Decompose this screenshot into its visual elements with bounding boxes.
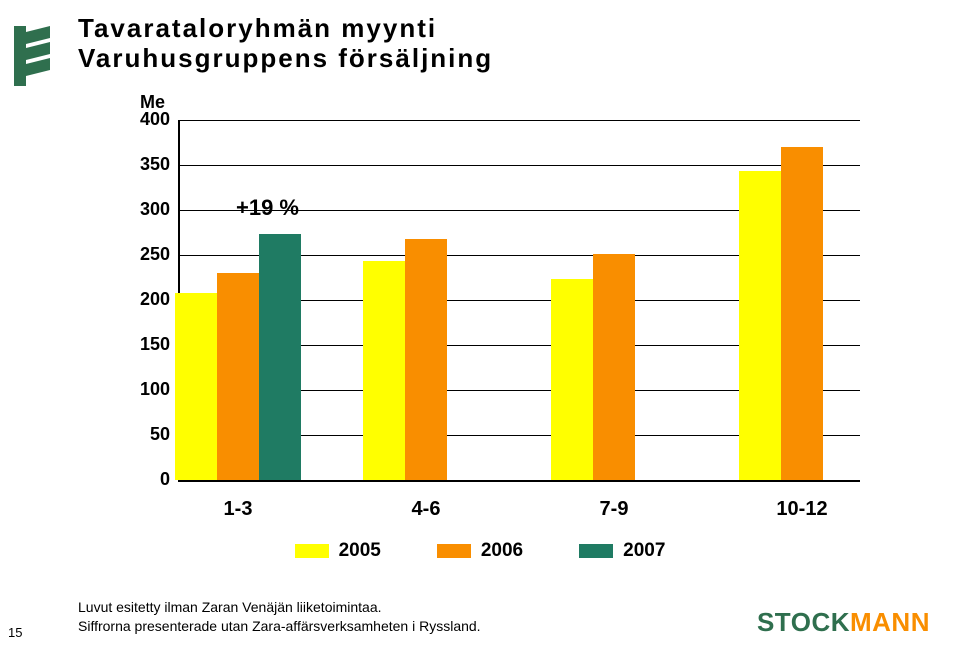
logo-mark bbox=[14, 26, 54, 91]
grid-line bbox=[180, 120, 860, 121]
footnote-line-1: Luvut esitetty ilman Zaran Venäjän liike… bbox=[78, 598, 481, 617]
legend-item: 2006 bbox=[437, 540, 523, 562]
bar bbox=[259, 234, 301, 480]
title-line-2: Varuhusgruppens försäljning bbox=[78, 44, 493, 74]
y-tick-label: 100 bbox=[80, 379, 170, 400]
legend-swatch bbox=[295, 544, 329, 558]
bar bbox=[217, 273, 259, 480]
y-tick-label: 350 bbox=[80, 154, 170, 175]
y-tick-label: 50 bbox=[80, 424, 170, 445]
bar bbox=[739, 171, 781, 480]
footnote: Luvut esitetty ilman Zaran Venäjän liike… bbox=[78, 598, 481, 636]
page-number: 15 bbox=[8, 625, 22, 640]
revenue-chart: Me 0501001502002503003504001-34-67-910-1… bbox=[78, 110, 878, 550]
brand-left: STOCK bbox=[757, 607, 850, 637]
title-line-1: Tavarataloryhmän myynti bbox=[78, 14, 493, 44]
x-tick-label: 7-9 bbox=[600, 498, 629, 521]
title-block: Tavarataloryhmän myynti Varuhusgruppens … bbox=[78, 14, 493, 74]
y-tick-label: 150 bbox=[80, 334, 170, 355]
legend-swatch bbox=[437, 544, 471, 558]
legend-item: 2007 bbox=[579, 540, 665, 562]
footnote-line-2: Siffrorna presenterade utan Zara-affärsv… bbox=[78, 617, 481, 636]
bar bbox=[405, 239, 447, 480]
y-tick-label: 0 bbox=[80, 469, 170, 490]
x-tick-label: 1-3 bbox=[224, 498, 253, 521]
x-tick-label: 4-6 bbox=[412, 498, 441, 521]
slide: Tavarataloryhmän myynti Varuhusgruppens … bbox=[0, 0, 960, 662]
x-tick-label: 10-12 bbox=[776, 498, 827, 521]
legend-item: 2005 bbox=[295, 540, 381, 562]
brand-right: MANN bbox=[850, 607, 930, 637]
bar bbox=[175, 293, 217, 480]
bar bbox=[551, 279, 593, 480]
legend-label: 2007 bbox=[623, 540, 665, 561]
bar bbox=[593, 254, 635, 480]
legend-label: 2005 bbox=[339, 540, 381, 561]
y-tick-label: 300 bbox=[80, 199, 170, 220]
chart-annotation: +19 % bbox=[236, 195, 299, 221]
legend: 2005 2006 2007 bbox=[0, 540, 960, 562]
bar bbox=[781, 147, 823, 480]
y-tick-label: 250 bbox=[80, 244, 170, 265]
y-tick-label: 200 bbox=[80, 289, 170, 310]
legend-label: 2006 bbox=[481, 540, 523, 561]
brand-logo: STOCKMANN bbox=[757, 607, 930, 638]
legend-swatch bbox=[579, 544, 613, 558]
grid-line bbox=[180, 165, 860, 166]
bar bbox=[363, 261, 405, 480]
plot-area: 0501001502002503003504001-34-67-910-12+1… bbox=[178, 120, 860, 482]
y-tick-label: 400 bbox=[80, 109, 170, 130]
